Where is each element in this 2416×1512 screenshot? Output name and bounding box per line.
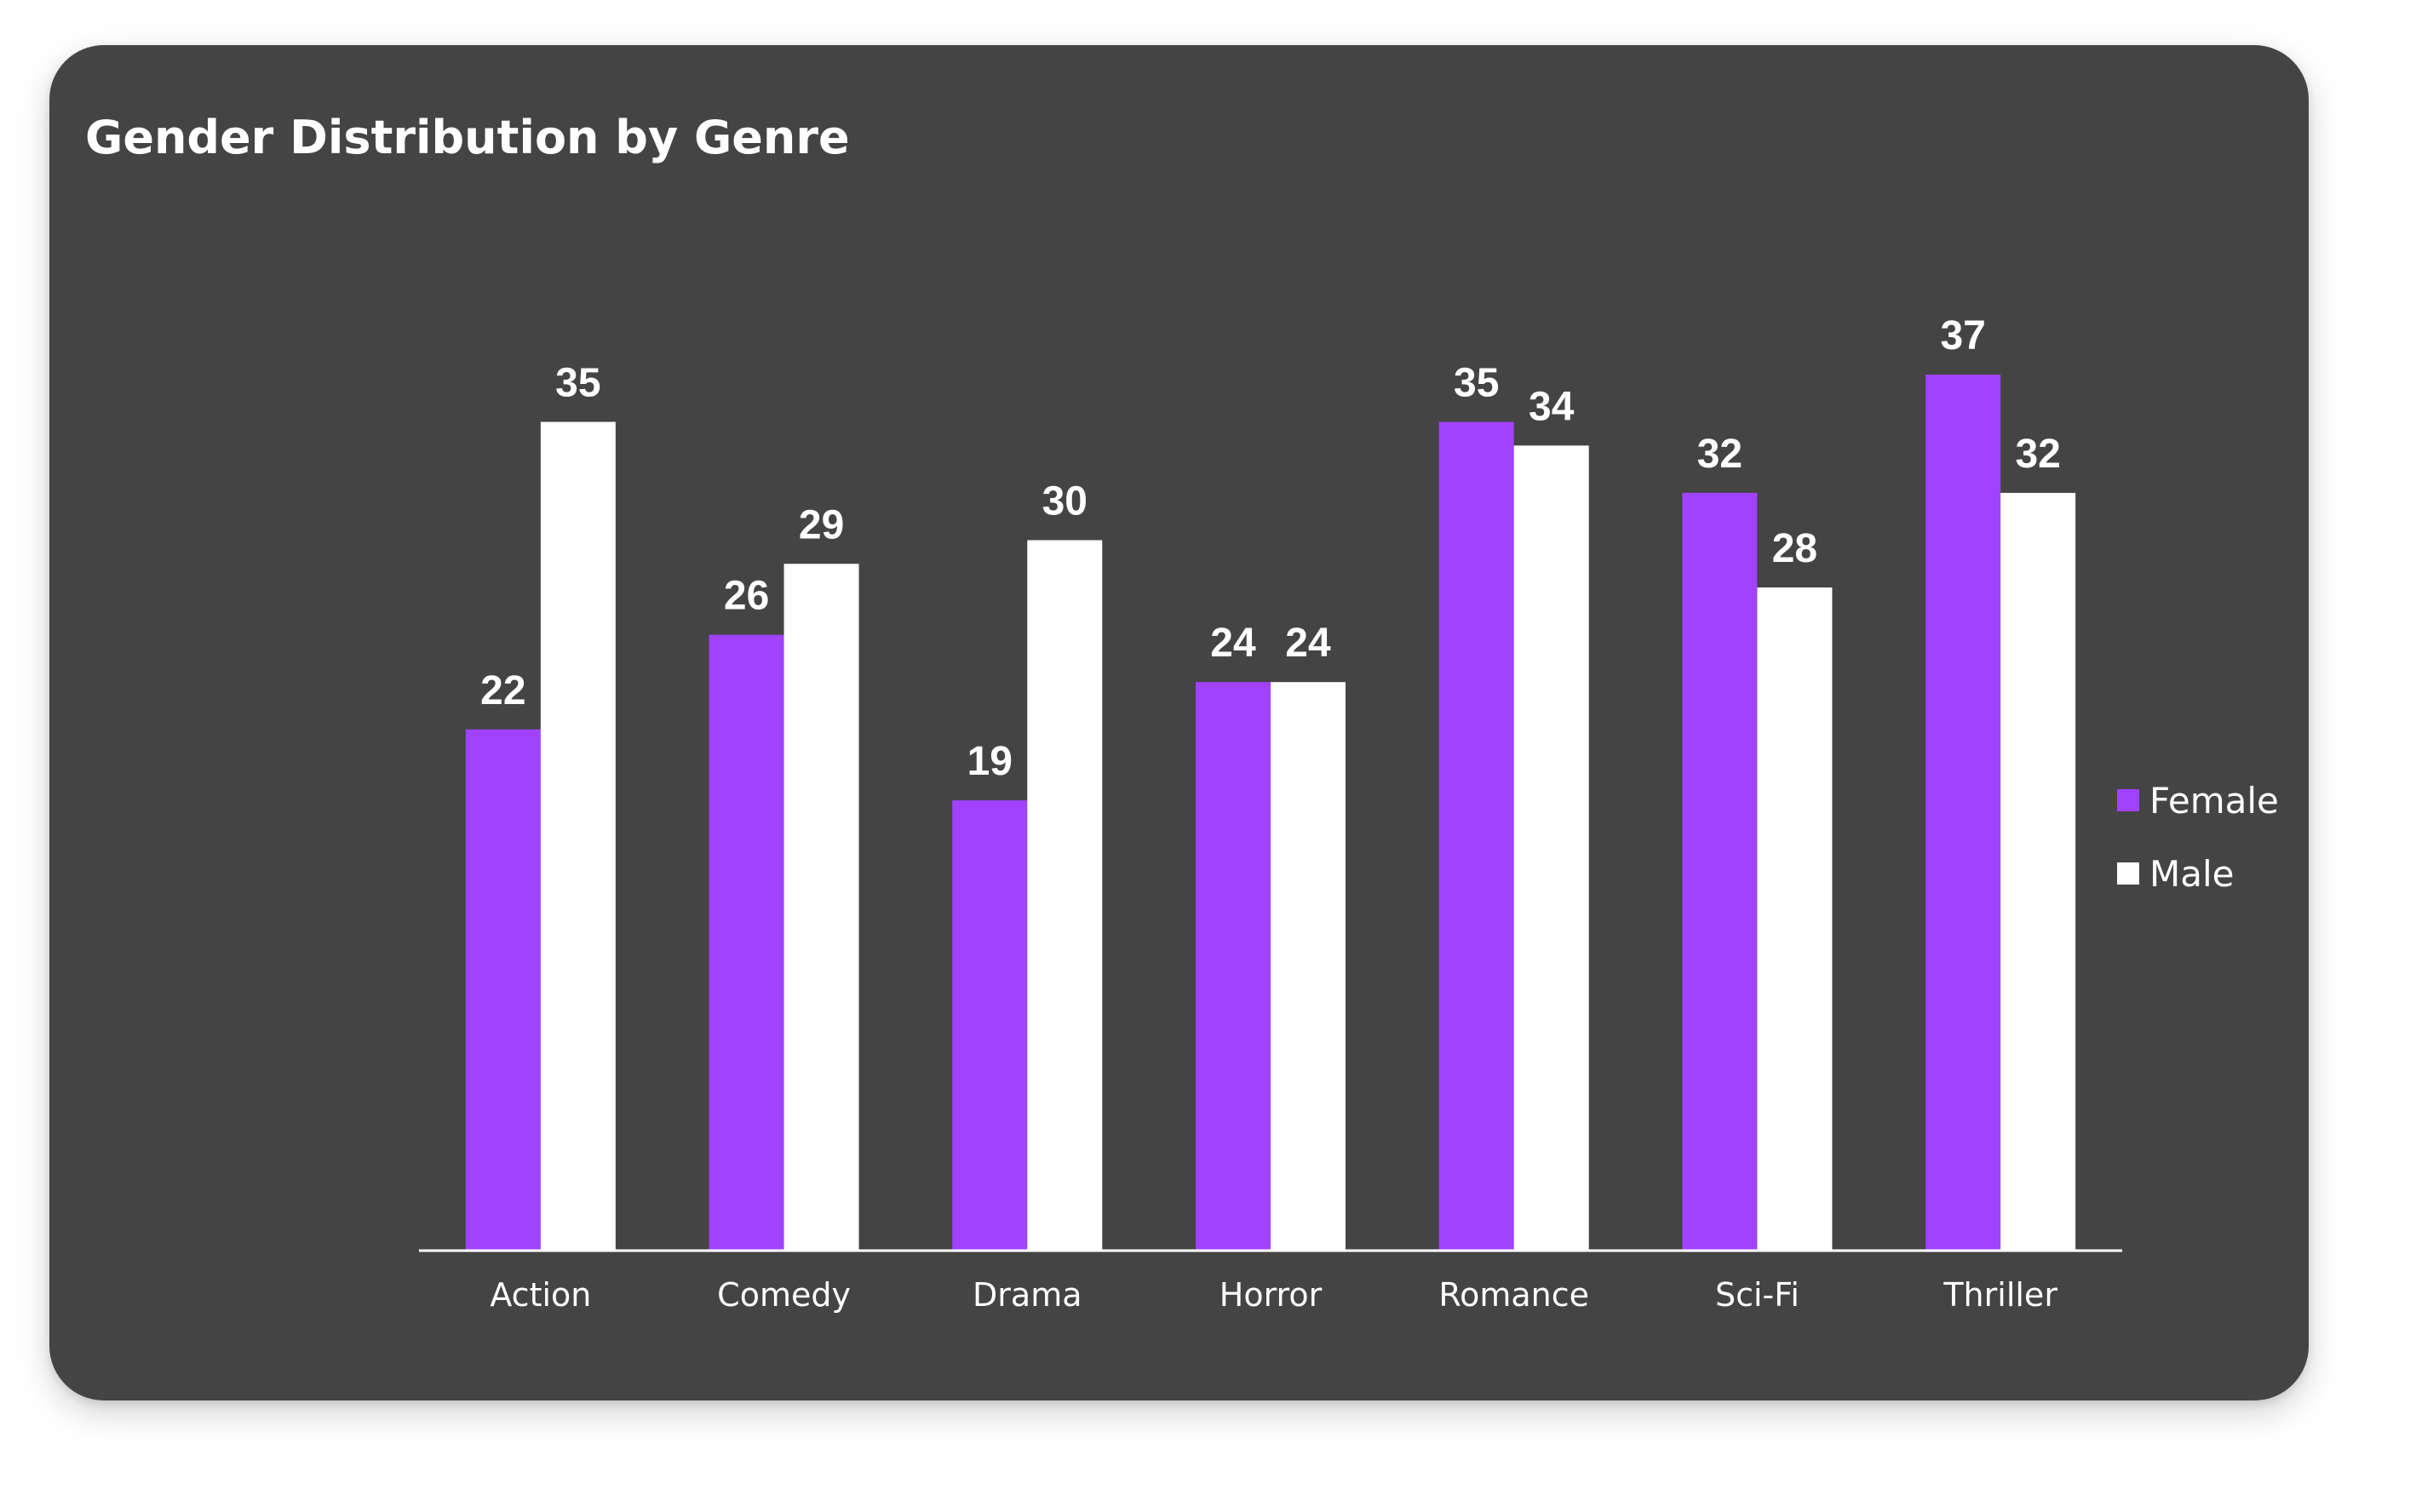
bars-group: [465, 375, 2076, 1250]
x-tick-label-horror: Horror: [1219, 1276, 1323, 1314]
chart-title: Gender Distribution by Genre: [85, 111, 850, 164]
bar-sci-fi-female: [1682, 492, 1758, 1250]
x-tick-label-romance: Romance: [1438, 1276, 1589, 1314]
data-label-action-female: 22: [480, 668, 525, 713]
data-label-sci-fi-female: 32: [1697, 432, 1742, 477]
x-tick-label-sci-fi: Sci-Fi: [1715, 1276, 1799, 1314]
bar-action-male: [540, 421, 616, 1250]
x-tick-labels-group: Action Comedy Drama Horror Romance Sci-Fi Thri…: [490, 1276, 2057, 1314]
bar-drama-male: [1027, 540, 1103, 1250]
data-label-comedy-male: 29: [799, 502, 844, 547]
legend-swatch-male: [2117, 862, 2139, 885]
bar-thriller-male: [2000, 492, 2076, 1250]
data-label-romance-female: 35: [1454, 361, 1499, 406]
bar-action-female: [465, 729, 541, 1250]
x-tick-label-action: Action: [490, 1276, 591, 1314]
data-label-drama-female: 19: [967, 739, 1013, 784]
legend-label-male: Male: [2149, 853, 2234, 895]
data-label-comedy-female: 26: [724, 574, 769, 619]
x-tick-label-thriller: Thriller: [1943, 1276, 2057, 1314]
data-label-thriller-male: 32: [2015, 432, 2060, 477]
data-label-action-male: 35: [555, 361, 600, 406]
bar-romance-male: [1513, 445, 1589, 1250]
bar-drama-female: [952, 800, 1028, 1250]
data-label-horror-female: 24: [1210, 621, 1256, 666]
x-tick-label-drama: Drama: [973, 1276, 1082, 1314]
bar-horror-female: [1196, 682, 1271, 1250]
bar-comedy-female: [709, 634, 784, 1250]
value-labels-group: 22 35 26 29 19 30 24 24 35 34 32 28 37 32: [480, 313, 2061, 784]
data-label-thriller-female: 37: [1940, 313, 1985, 358]
bar-thriller-female: [1925, 375, 2001, 1250]
legend-label-female: Female: [2149, 780, 2279, 822]
legend: Female Male: [2117, 780, 2279, 895]
data-label-drama-male: 30: [1042, 478, 1087, 524]
data-label-sci-fi-male: 28: [1772, 526, 1817, 571]
bar-romance-female: [1438, 421, 1514, 1250]
data-label-horror-male: 24: [1285, 621, 1331, 666]
bar-sci-fi-male: [1757, 587, 1833, 1250]
data-label-romance-male: 34: [1529, 384, 1575, 429]
bar-horror-male: [1271, 682, 1346, 1250]
legend-swatch-female: [2117, 789, 2139, 811]
x-tick-label-comedy: Comedy: [717, 1276, 851, 1314]
bar-comedy-male: [783, 564, 859, 1250]
